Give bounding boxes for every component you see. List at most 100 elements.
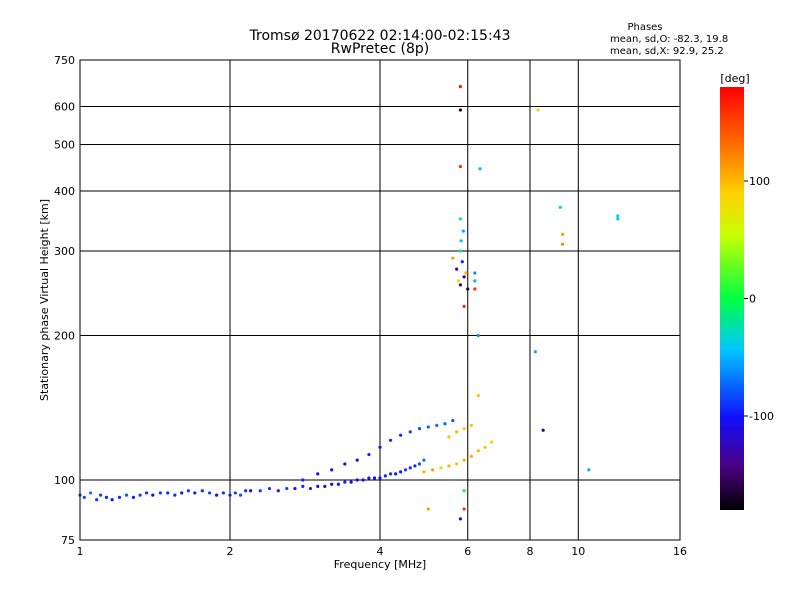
data-point	[215, 493, 219, 497]
data-point	[124, 493, 129, 497]
data-point	[417, 426, 422, 431]
data-point	[560, 232, 565, 236]
data-point	[473, 287, 477, 291]
data-point	[560, 242, 565, 246]
x-tick-label: 4	[377, 545, 384, 558]
data-point	[258, 489, 262, 493]
data-point	[451, 418, 455, 423]
x-tick-label: 1	[77, 545, 84, 558]
y-tick-label: 300	[54, 245, 75, 258]
data-point	[88, 491, 93, 495]
y-tick-label: 200	[54, 330, 75, 343]
data-point	[372, 476, 377, 480]
data-point	[403, 468, 408, 472]
data-point	[228, 493, 232, 497]
data-point	[99, 493, 103, 497]
data-point	[533, 350, 537, 354]
data-point	[469, 454, 473, 459]
data-point	[462, 275, 466, 279]
data-point	[459, 239, 463, 243]
data-point	[95, 498, 99, 502]
data-point	[166, 491, 170, 495]
data-point	[490, 440, 494, 444]
data-point	[462, 489, 466, 493]
data-point	[473, 279, 477, 283]
colorbar-label: [deg]	[720, 72, 749, 85]
grid	[79, 59, 681, 541]
data-point	[458, 164, 463, 169]
data-point	[330, 482, 334, 486]
data-point	[301, 484, 305, 488]
data-point	[193, 491, 197, 495]
data-point	[476, 449, 480, 453]
data-point	[455, 267, 459, 271]
data-point	[439, 466, 443, 470]
colorbar	[720, 87, 744, 510]
x-tick-label: 16	[673, 545, 687, 558]
data-point	[388, 438, 393, 442]
data-point	[413, 464, 417, 468]
data-point	[308, 486, 313, 491]
x-ticks: 1 2 4 6 8 10 16	[77, 545, 688, 558]
colorbar-ticks: 100 0 -100	[744, 175, 774, 423]
x-axis-label: Frequency [MHz]	[334, 558, 426, 571]
data-point	[464, 271, 468, 275]
data-point	[110, 498, 114, 502]
data-point	[447, 435, 451, 439]
y-axis-label: Stationary phase Virtual Height [km]	[38, 199, 51, 401]
data-point	[558, 205, 562, 209]
data-point	[408, 466, 412, 470]
phases-x-stats: mean, sd,X: 92.9, 25.2	[610, 46, 724, 57]
data-point	[158, 491, 163, 495]
data-point	[399, 470, 403, 474]
data-point	[426, 507, 430, 511]
data-point	[462, 507, 466, 511]
y-tick-label: 100	[54, 474, 75, 487]
data-point	[478, 167, 482, 171]
data-point	[394, 472, 398, 476]
data-point	[367, 476, 371, 480]
y-tick-label: 600	[54, 101, 75, 114]
y-tick-label: 400	[54, 185, 75, 198]
data-point	[144, 491, 149, 495]
data-point	[336, 482, 340, 486]
data-point	[455, 462, 459, 466]
data-point	[476, 333, 480, 338]
data-point	[451, 256, 455, 260]
data-point	[367, 452, 371, 457]
y-tick-label: 75	[61, 534, 75, 547]
data-point	[476, 393, 480, 398]
data-point	[456, 279, 461, 283]
data-point	[422, 470, 426, 474]
data-point	[138, 493, 142, 497]
data-point	[443, 422, 447, 426]
data-point	[330, 468, 334, 472]
data-point	[616, 214, 620, 218]
data-point	[483, 445, 487, 449]
data-point	[301, 478, 305, 482]
data-point	[462, 458, 466, 462]
data-point	[221, 491, 226, 495]
data-point	[316, 472, 320, 476]
plot-frame	[79, 59, 681, 541]
data-point	[541, 428, 545, 432]
data-point	[388, 472, 393, 476]
phases-header: Phases	[627, 22, 662, 33]
y-ticks: 75 100 200 300 400 500 600 750	[54, 54, 75, 547]
data-point	[349, 480, 353, 484]
data-point	[293, 486, 297, 491]
data-point	[417, 462, 422, 466]
data-point	[207, 491, 212, 495]
data-point	[378, 445, 382, 449]
data-point	[316, 484, 320, 488]
data-point	[462, 426, 466, 431]
data-point	[117, 495, 122, 500]
data-point	[131, 495, 136, 500]
data-point	[343, 462, 347, 466]
colorbar-tick-label: 0	[749, 293, 756, 306]
data-point	[383, 474, 387, 478]
x-tick-label: 10	[571, 545, 585, 558]
data-point	[458, 108, 463, 112]
data-point	[238, 493, 243, 497]
